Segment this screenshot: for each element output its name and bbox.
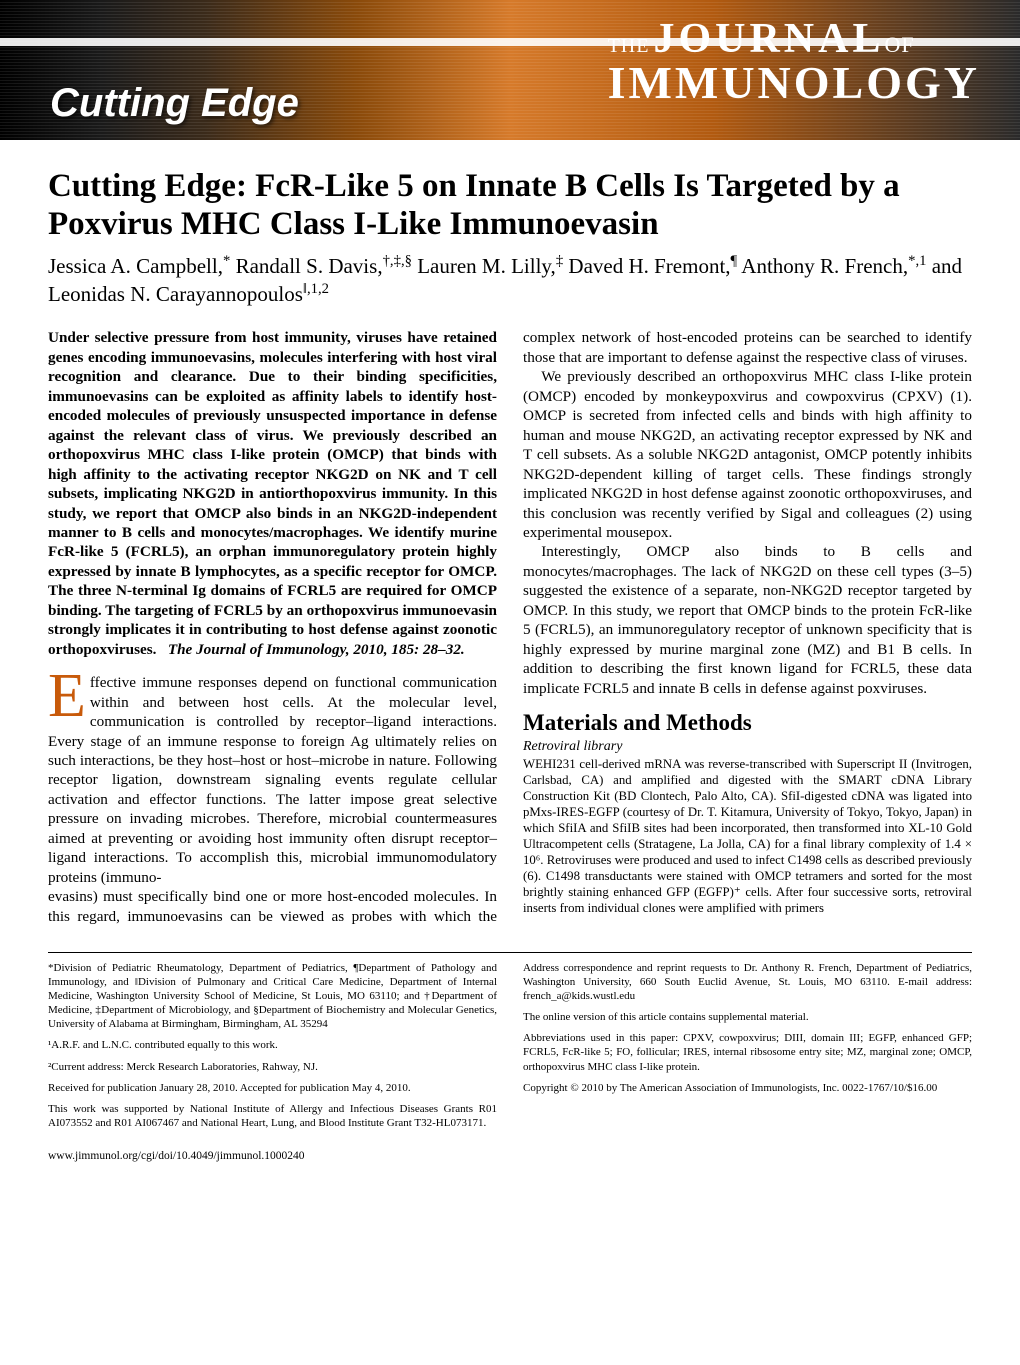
fn-funding: This work was supported by National Inst…: [48, 1102, 497, 1130]
abstract: Under selective pressure from host immun…: [48, 328, 497, 659]
doi-line: www.jimmunol.org/cgi/doi/10.4049/jimmuno…: [48, 1150, 972, 1162]
fn-affiliations: *Division of Pediatric Rheumatology, Dep…: [48, 961, 497, 1031]
logo-of: OF: [884, 32, 914, 57]
article-body-columns: Under selective pressure from host immun…: [48, 328, 972, 926]
intro-paragraph-3: Interestingly, OMCP also binds to B cell…: [523, 542, 972, 698]
fn-supplemental: The online version of this article conta…: [523, 1010, 972, 1024]
fn-abbreviations: Abbreviations used in this paper: CPXV, …: [523, 1031, 972, 1073]
methods-subheading: Retroviral library: [523, 738, 972, 756]
fn-equal-contribution: ¹A.R.F. and L.N.C. contributed equally t…: [48, 1038, 497, 1052]
fn-correspondence: Address correspondence and reprint reque…: [523, 961, 972, 1003]
author-list: Jessica A. Campbell,* Randall S. Davis,†…: [48, 252, 972, 309]
methods-body: WEHI231 cell-derived mRNA was reverse-tr…: [523, 757, 972, 917]
logo-journal: JOURNAL: [653, 16, 884, 62]
methods-heading: Materials and Methods: [523, 708, 972, 737]
section-label: Cutting Edge: [50, 81, 299, 126]
intro-paragraph-2: We previously described an orthopoxvirus…: [523, 367, 972, 542]
dropcap: E: [48, 673, 90, 719]
footnotes: *Division of Pediatric Rheumatology, Dep…: [48, 952, 972, 1130]
article-title: Cutting Edge: FcR-Like 5 on Innate B Cel…: [48, 168, 972, 244]
logo-the: THE: [608, 36, 650, 56]
article-page: Cutting Edge: FcR-Like 5 on Innate B Cel…: [0, 140, 1020, 1210]
logo-immunology: IMMUNOLOGY: [608, 60, 980, 106]
intro-paragraph-1: Effective immune responses depend on fun…: [48, 673, 497, 887]
fn-received: Received for publication January 28, 201…: [48, 1081, 497, 1095]
abstract-text: Under selective pressure from host immun…: [48, 329, 497, 657]
intro-first-text: ffective immune responses depend on func…: [48, 674, 497, 886]
abstract-citation: The Journal of Immunology, 2010, 185: 28…: [168, 641, 465, 658]
fn-copyright: Copyright © 2010 by The American Associa…: [523, 1081, 972, 1095]
fn-current-address: ²Current address: Merck Research Laborat…: [48, 1060, 497, 1074]
journal-masthead: THEJOURNALOF IMMUNOLOGY Cutting Edge: [0, 0, 1020, 140]
journal-logo: THEJOURNALOF IMMUNOLOGY: [608, 18, 980, 106]
